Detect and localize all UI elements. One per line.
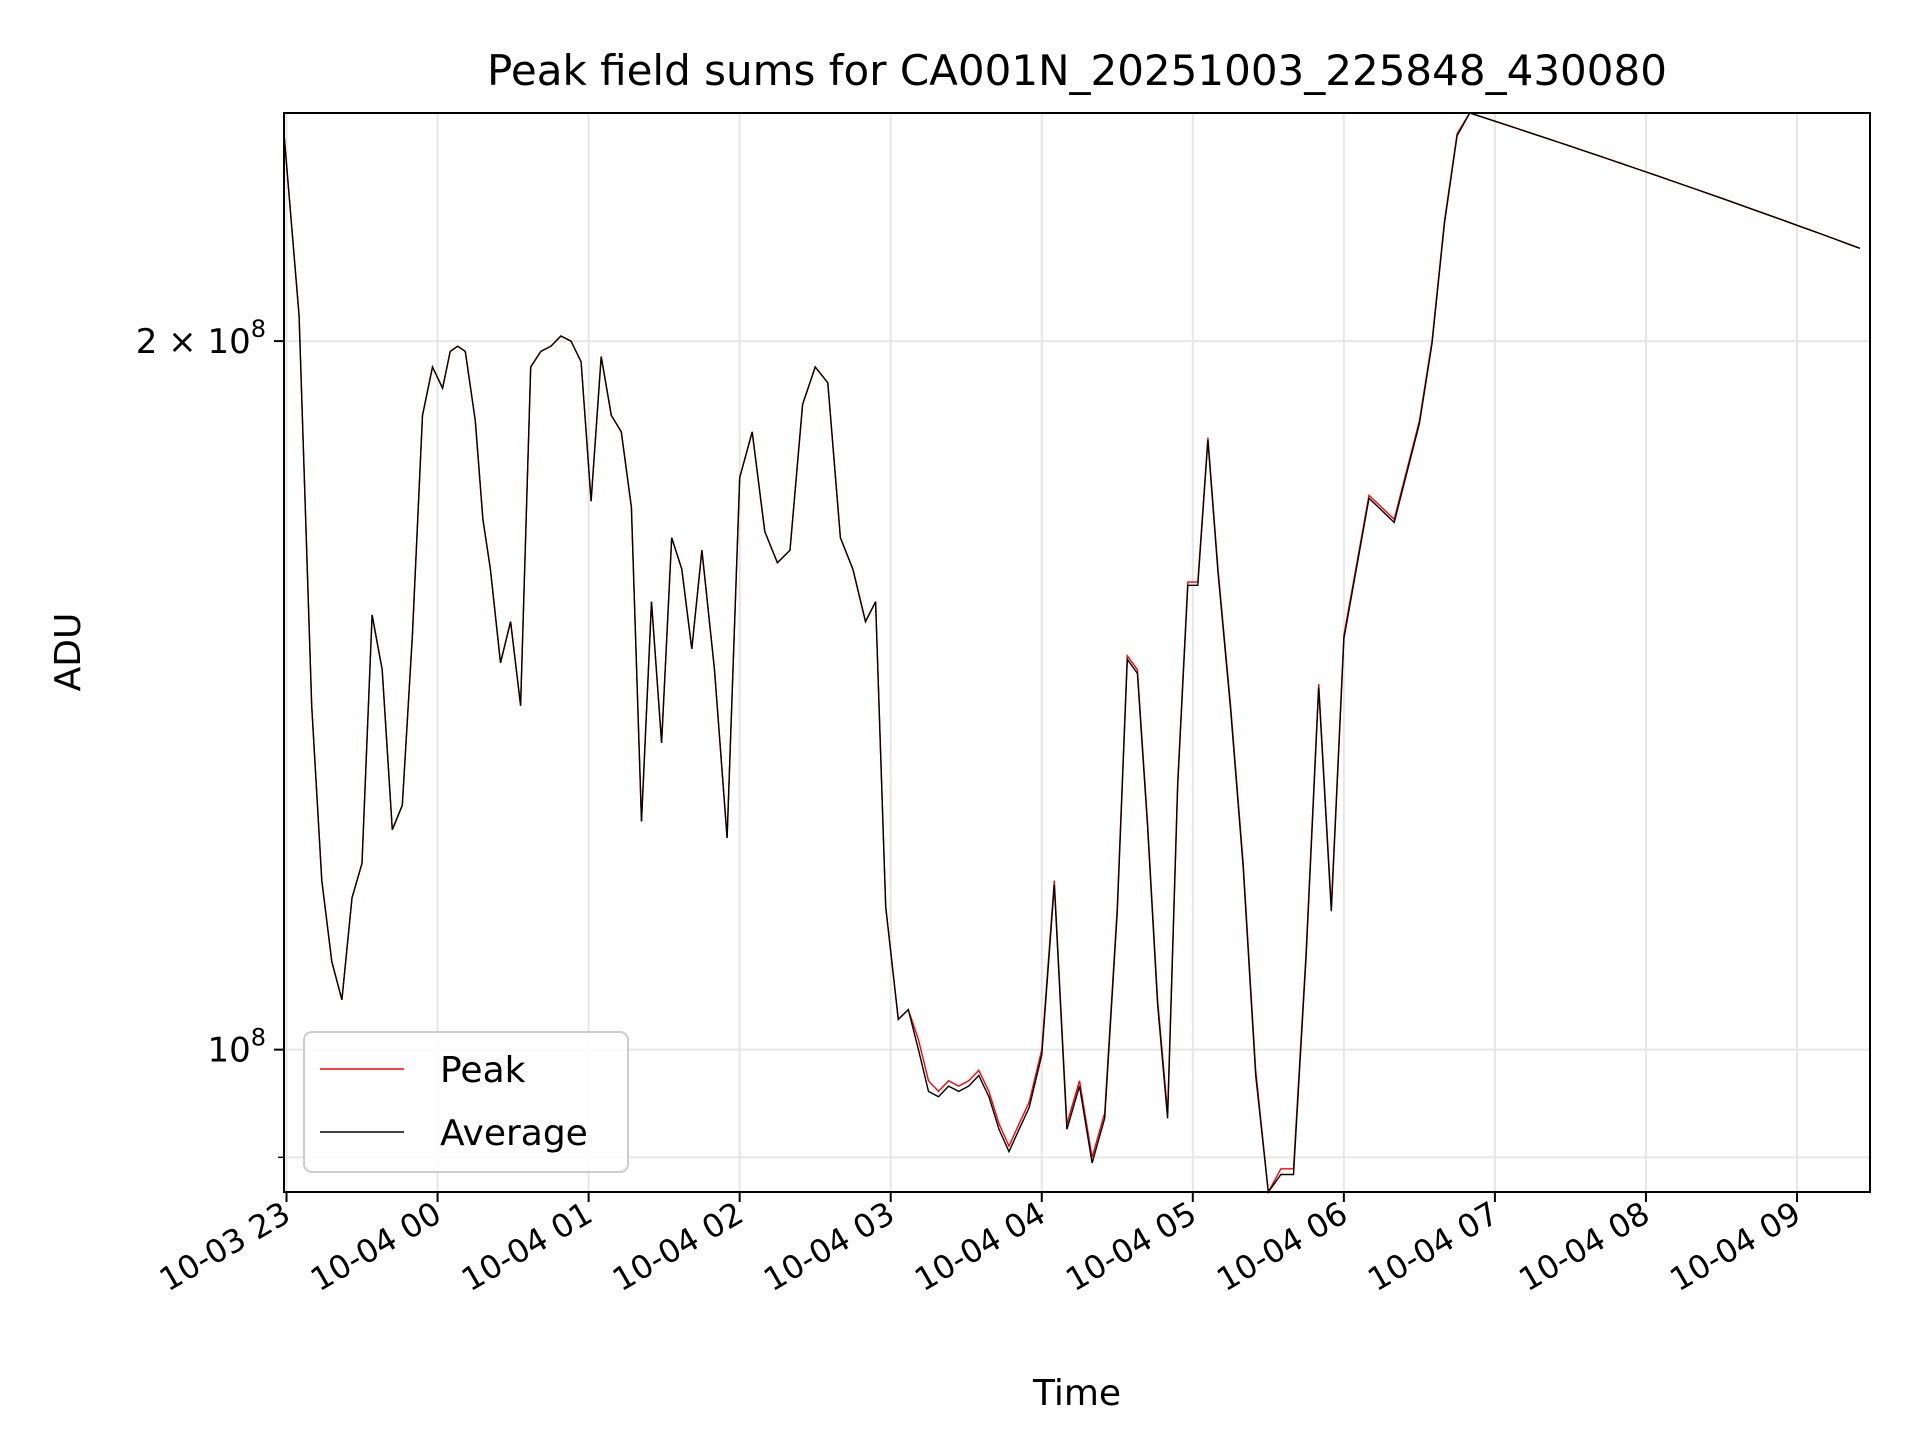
chart-title: Peak field sums for CA001N_20251003_2258… <box>487 46 1667 95</box>
y-tick-label-exponent: 8 <box>251 315 266 343</box>
legend: Peak Average <box>303 1031 629 1173</box>
legend-box <box>303 1031 629 1173</box>
x-axis-label: Time <box>1032 1373 1121 1414</box>
series-lines <box>283 112 1861 1195</box>
y-axis-label: ADU <box>48 613 89 692</box>
series-line-average <box>283 112 1861 1194</box>
y-tick-label-base: 2 × 10 <box>136 322 251 362</box>
y-tick-label: 2 × 108 <box>136 315 266 362</box>
y-tick-label-base: 10 <box>207 1031 250 1071</box>
plot-area-frame <box>283 112 1871 1193</box>
legend-label-average: Average <box>440 1113 588 1154</box>
grid-lines <box>284 113 1870 1192</box>
y-tick-label-exponent: 8 <box>251 1024 266 1052</box>
legend-label-peak: Peak <box>440 1050 526 1091</box>
y-tick-label: 108 <box>207 1024 266 1071</box>
